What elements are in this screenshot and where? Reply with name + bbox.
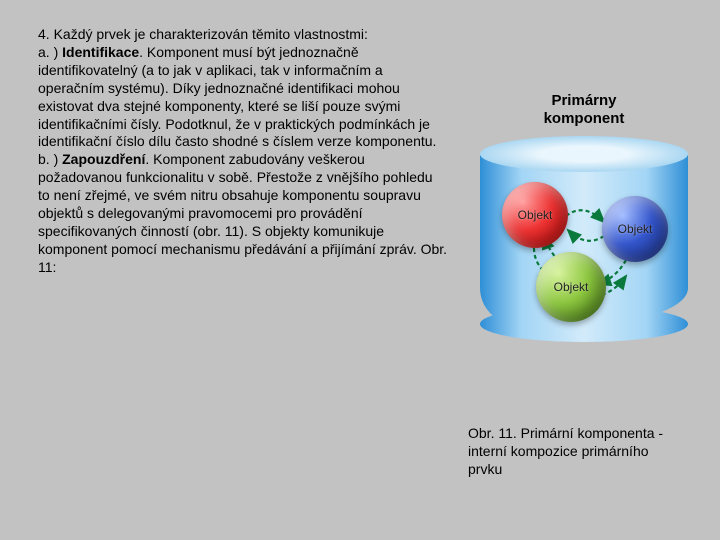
- sphere-green-label: Objekt: [554, 280, 589, 294]
- para-a-term: Identifikace: [62, 44, 139, 60]
- para-b-term: Zapouzdření: [62, 151, 145, 167]
- caption-line2: interní kompozice primárního: [468, 442, 704, 460]
- cylinder: Objekt Objekt Objekt: [474, 136, 694, 336]
- sphere-blue-label: Objekt: [618, 222, 653, 236]
- sphere-blue: Objekt: [602, 196, 668, 262]
- cylinder-top: [480, 136, 688, 172]
- para-b-body: . Komponent zabudovány veškerou požadova…: [38, 151, 447, 274]
- para-a-prefix: a. ): [38, 44, 62, 60]
- figure-caption: Obr. 11. Primární komponenta - interní k…: [468, 424, 704, 479]
- diagram-title-line1: Primárny: [551, 92, 616, 109]
- diagram-title: Primárny komponent: [468, 92, 700, 128]
- para-b: b. ) Zapouzdření. Komponent zabudovány v…: [38, 151, 448, 276]
- para-b-prefix: b. ): [38, 151, 62, 167]
- diagram: Primárny komponent Objekt Objekt Objekt: [468, 92, 700, 336]
- sphere-red-label: Objekt: [518, 208, 553, 222]
- diagram-title-line2: komponent: [544, 110, 625, 127]
- para-intro: 4. Každý prvek je charakterizován těmito…: [38, 26, 448, 44]
- sphere-red: Objekt: [502, 182, 568, 248]
- main-text: 4. Každý prvek je charakterizován těmito…: [38, 26, 448, 277]
- para-a: a. ) Identifikace. Komponent musí být je…: [38, 44, 448, 151]
- caption-line3: prvku: [468, 460, 704, 478]
- sphere-green: Objekt: [536, 252, 606, 322]
- caption-line1: Obr. 11. Primární komponenta -: [468, 424, 704, 442]
